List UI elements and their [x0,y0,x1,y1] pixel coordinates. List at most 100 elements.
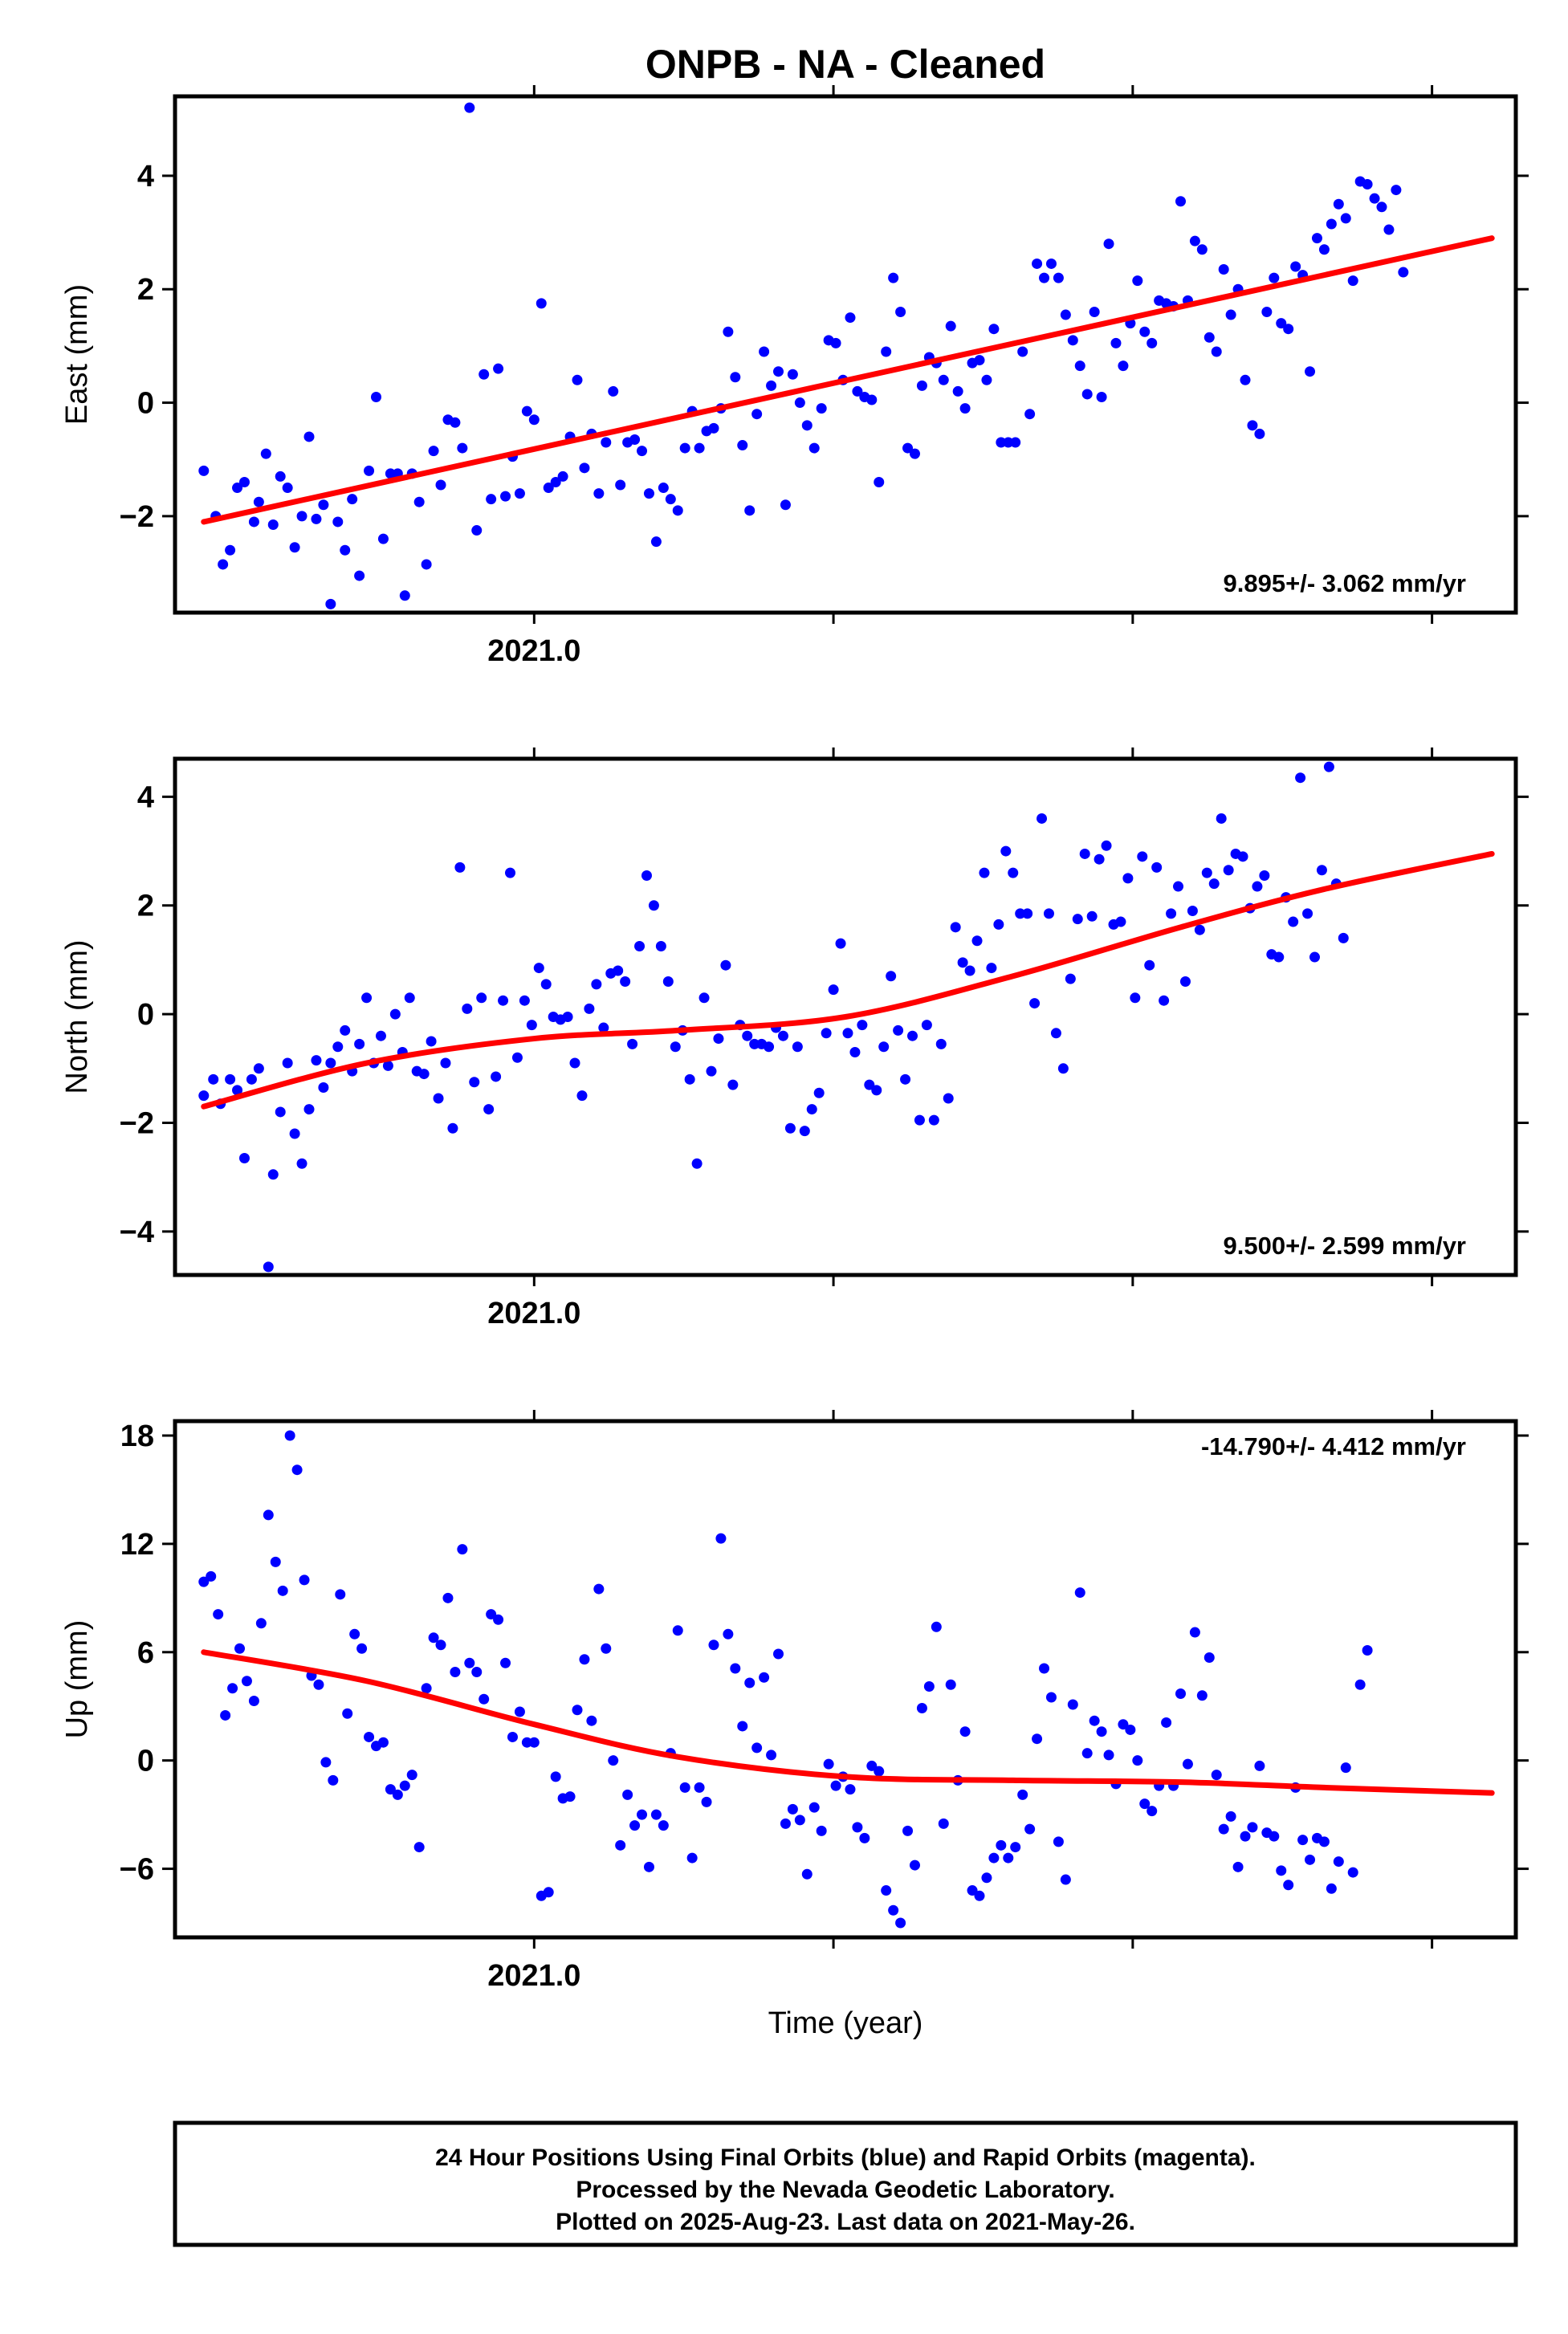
east-data-point [996,437,1007,448]
east-data-point [730,372,741,383]
east-data-point [1010,437,1021,448]
up-data-point [650,1809,662,1820]
up-data-point [1032,1733,1043,1745]
north-data-point [1037,813,1048,824]
up-data-point [564,1791,576,1802]
east-data-point [253,496,264,507]
up-data-point [234,1643,246,1654]
east-data-point [1311,233,1322,244]
up-data-point [399,1780,410,1791]
up-data-point [392,1789,403,1800]
east-data-point [385,468,396,479]
up-data-point [241,1676,252,1687]
up-data-point [586,1715,597,1726]
north-data-point [491,1071,502,1082]
north-y-tick-label: −2 [120,1106,154,1140]
north-data-point [1179,976,1191,988]
up-data-point [1017,1789,1028,1800]
up-data-point [1347,1867,1358,1878]
up-data-point [787,1803,798,1815]
east-data-point [794,397,805,409]
footer-line-2: Processed by the Nevada Geodetic Laborat… [576,2177,1114,2203]
east-data-point [1276,318,1287,329]
up-data-point [981,1872,992,1884]
up-x-tick-label: 2021.0 [487,1959,580,1993]
up-data-point [730,1663,741,1674]
north-data-point [1201,867,1212,878]
up-data-point [1269,1831,1280,1842]
east-y-axis-label: East (mm) [60,284,94,425]
up-data-point [270,1556,281,1567]
up-data-point [686,1852,698,1864]
north-data-point [627,1038,638,1049]
east-data-point [354,570,365,581]
east-data-point [260,448,271,459]
east-data-point [318,499,329,511]
up-data-point [521,1737,532,1748]
up-data-point [385,1784,396,1795]
up-fit-line [201,1649,1495,1796]
north-data-point [562,1012,573,1022]
north-data-point [1050,1028,1061,1039]
north-data-point [569,1057,580,1069]
up-data-point [615,1839,626,1851]
up-data-point [1340,1762,1351,1774]
north-data-point [225,1073,236,1085]
footer-box: 24 Hour Positions Using Final Orbits (bl… [173,2120,1518,2247]
north-data-point [727,1079,739,1090]
north-data-point [498,995,509,1006]
north-y-tick-label: 4 [137,780,154,814]
north-data-point [1288,916,1299,927]
east-data-point [528,414,540,426]
east-data-point [198,465,210,476]
north-data-point [971,935,983,947]
figure-title: ONPB - NA - Cleaned [646,42,1045,87]
up-data-point [679,1782,690,1793]
up-data-point [1305,1854,1316,1865]
up-plot-frame [173,1419,1518,1940]
north-data-point [1159,995,1170,1006]
up-data-point [1161,1717,1172,1728]
east-data-point [521,405,532,417]
up-data-point [1276,1865,1287,1876]
east-data-point [1089,307,1100,318]
north-data-point [1259,870,1270,882]
east-data-point [816,403,827,414]
east-data-point [457,442,468,454]
north-data-point [813,1087,825,1098]
east-data-point [830,337,841,348]
north-data-point [1079,848,1090,859]
north-data-point [1194,924,1205,935]
north-data-point [1122,873,1134,884]
east-data-point [248,516,259,527]
east-data-point [902,442,914,454]
north-data-point [849,1046,861,1057]
north-data-point [426,1036,437,1047]
east-y-tick-label: 4 [137,160,154,193]
east-data-point [218,559,229,570]
north-data-point [871,1085,882,1096]
up-data-point [859,1832,870,1843]
up-data-point [248,1695,259,1706]
up-data-point [1132,1755,1143,1766]
up-data-point [737,1721,748,1732]
east-data-point [874,476,885,487]
north-data-point [198,1090,210,1102]
east-x-tick-label: 2021.0 [487,634,580,668]
north-data-point [828,984,839,996]
up-data-point [377,1737,389,1748]
up-data-point [1203,1652,1215,1664]
footer-line-3: Plotted on 2025-Aug-23. Last data on 202… [556,2209,1135,2235]
east-data-point [421,559,432,570]
north-data-point [835,938,846,949]
north-data-point [246,1073,257,1085]
up-data-point [923,1680,935,1692]
north-data-point [1144,959,1155,971]
up-y-tick-label: −6 [120,1853,154,1887]
up-data-point [852,1822,863,1833]
east-data-point [629,434,641,445]
up-data-point [1103,1749,1114,1761]
north-data-point [476,992,487,1004]
up-data-point [543,1887,554,1898]
north-data-point [784,1122,796,1134]
